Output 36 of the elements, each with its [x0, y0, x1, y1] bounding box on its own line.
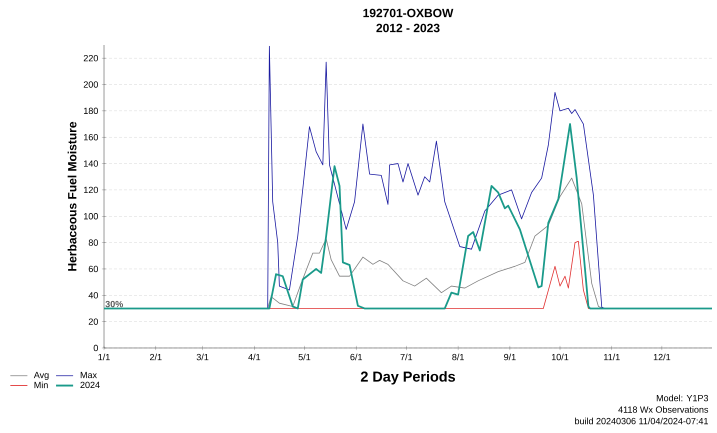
- x-tick-label: 6/1: [350, 354, 362, 360]
- y-tick-label: 120: [84, 186, 98, 194]
- x-tick-label: 10/1: [552, 354, 568, 360]
- y-tick-label: 20: [88, 318, 98, 325]
- x-tick-label: 5/1: [298, 354, 310, 360]
- y-tick-label: 0: [94, 344, 98, 352]
- x-tick-label: 11/1: [604, 354, 620, 360]
- x-tick-label: 1/1: [98, 354, 110, 360]
- legend-label: Min: [34, 382, 48, 388]
- x-axis-title: 2 Day Periods: [360, 371, 456, 385]
- x-tick-label: 4/1: [248, 354, 260, 360]
- y-tick-label: 140: [84, 160, 98, 167]
- y-tick-label: 80: [88, 239, 98, 246]
- text: Model: Y1P3: [656, 394, 708, 402]
- x-tick-label: 2/1: [150, 354, 162, 360]
- y-tick-label: 200: [84, 81, 98, 88]
- y-axis-title: Herbaceous Fuel Moisture: [68, 122, 76, 271]
- x-tick-label: 9/1: [504, 354, 516, 360]
- y-tick-label: 160: [84, 134, 98, 140]
- x-tick-label: 7/1: [400, 354, 412, 360]
- legend-label: Avg: [34, 372, 49, 380]
- x-tick-label: 3/1: [196, 354, 208, 360]
- y-tick-label: 180: [84, 108, 98, 114]
- y-tick-label: 60: [88, 266, 98, 272]
- legend-label: 2024: [80, 382, 100, 388]
- legend-label: Max: [80, 372, 97, 378]
- y-tick-label: 220: [84, 54, 98, 62]
- y-tick-label: 40: [88, 292, 98, 298]
- x-tick-label: 12/1: [654, 354, 670, 360]
- text: build 20240306 11/04/2024-07:41: [575, 418, 708, 424]
- text: 4118 Wx Observations: [618, 406, 708, 413]
- annotation: 30%: [105, 300, 123, 308]
- x-tick-label: 8/1: [452, 354, 464, 360]
- chart-subtitle: 2012 - 2023: [376, 24, 440, 32]
- y-tick-label: 100: [84, 213, 98, 220]
- chart-title: 192701-OXBOW: [363, 8, 454, 18]
